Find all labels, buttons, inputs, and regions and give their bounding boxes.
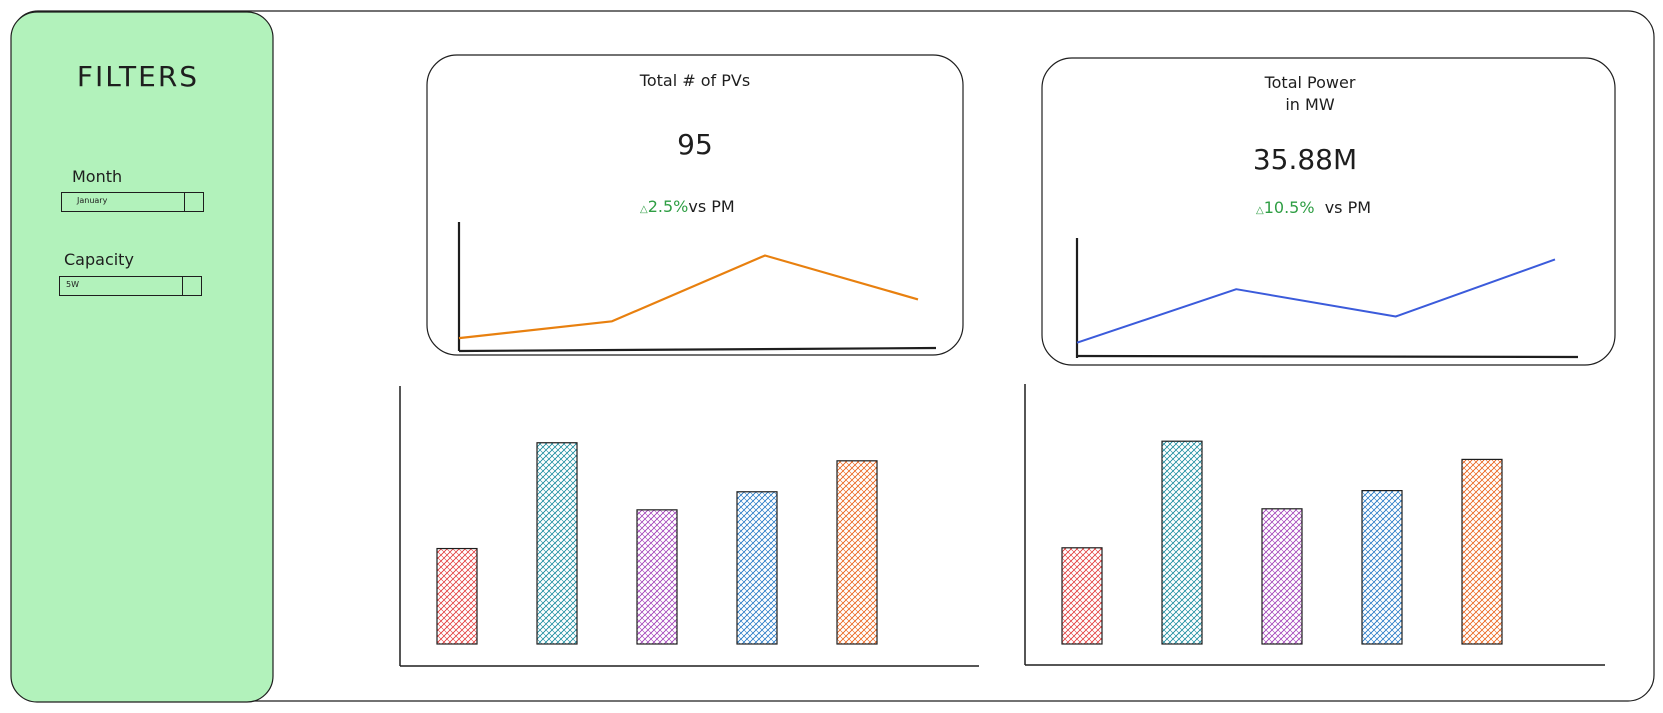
bar-chart-right-axes	[1024, 384, 1605, 666]
bar-4	[736, 491, 778, 645]
kpi-power-title: Total Power in MW	[1195, 72, 1425, 116]
capacity-dropdown-button[interactable]	[182, 277, 201, 295]
delta-up-icon: △	[1256, 205, 1264, 216]
bar-2	[536, 442, 578, 645]
kpi-card-pvs	[426, 54, 964, 356]
kpi-pvs-axes	[457, 222, 937, 353]
bar-chart-left	[436, 442, 878, 645]
kpi-pvs-title: Total # of PVs	[639, 71, 751, 90]
kpi-power-delta: △10.5% vs PM	[1256, 198, 1371, 217]
bar-2	[1161, 440, 1203, 645]
bar-5	[1461, 458, 1503, 645]
bar-1	[1061, 547, 1103, 645]
kpi-power-title-line1: Total Power	[1264, 73, 1356, 92]
kpi-power-delta-pct: 10.5%	[1263, 198, 1315, 217]
bar-chart-right	[1061, 440, 1503, 645]
bar-3	[1261, 508, 1303, 645]
kpi-pvs-trend-line	[458, 254, 919, 340]
filter-panel	[10, 11, 274, 703]
kpi-pvs-delta-pct: 2.5%	[647, 197, 689, 216]
kpi-card-power	[1041, 57, 1616, 366]
capacity-label: Capacity	[64, 250, 134, 269]
bar-chart-left-axes	[399, 386, 979, 667]
kpi-pvs-delta-suffix: vs PM	[688, 197, 735, 216]
capacity-select-value: 5W	[66, 280, 79, 289]
delta-up-icon: △	[640, 204, 648, 215]
month-dropdown-button[interactable]	[184, 193, 203, 211]
bar-5	[836, 460, 878, 645]
kpi-power-trend-line	[1076, 258, 1556, 344]
kpi-power-delta-suffix: vs PM	[1324, 198, 1372, 217]
bar-1	[436, 547, 478, 645]
kpi-power-title-line2: in MW	[1285, 95, 1335, 114]
kpi-power-value: 35.88M	[1252, 143, 1358, 176]
filters-title: FILTERS	[76, 60, 200, 93]
bar-3	[636, 509, 678, 645]
kpi-pvs-value: 95	[677, 128, 713, 161]
kpi-power-axes	[1075, 238, 1579, 359]
kpi-pvs-delta: △2.5%vs PM	[640, 197, 735, 216]
capacity-select[interactable]: 5W	[59, 276, 202, 296]
month-label: Month	[72, 167, 123, 186]
month-select[interactable]: January	[61, 192, 204, 212]
bar-4	[1361, 490, 1403, 645]
month-select-value: January	[77, 196, 108, 205]
